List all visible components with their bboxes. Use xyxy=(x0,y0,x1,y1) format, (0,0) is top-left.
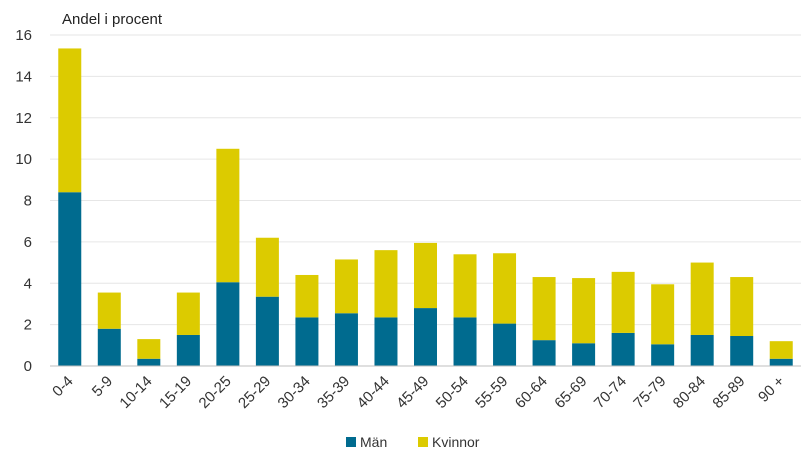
x-axis-ticks: 0-4 5-9 10-14 15-19 20-25 25-29 30-34 35-39 40-4… xyxy=(49,373,788,412)
x-tick-label: 30-34 xyxy=(275,373,314,412)
x-tick-label: 35-39 xyxy=(314,373,353,412)
x-tick-label: 10-14 xyxy=(116,373,155,412)
bar-kvinnor-2 xyxy=(137,339,161,359)
y-tick-label: 6 xyxy=(24,234,32,251)
bar-man-8 xyxy=(374,317,398,366)
bar-kvinnor-7 xyxy=(334,259,358,314)
legend-swatch xyxy=(418,437,428,447)
bar-kvinnor-4 xyxy=(216,148,240,283)
bar-man-7 xyxy=(334,313,358,366)
bar-kvinnor-6 xyxy=(295,274,319,318)
x-tick-label: 80-84 xyxy=(670,373,709,412)
gridlines xyxy=(50,34,801,326)
bar-man-12 xyxy=(532,340,556,366)
bar-man-1 xyxy=(97,328,121,366)
bar-man-11 xyxy=(493,323,517,366)
bar-kvinnor-1 xyxy=(97,292,121,329)
bar-man-18 xyxy=(769,358,793,366)
x-tick-label: 60-64 xyxy=(512,373,551,412)
x-tick-label: 70-74 xyxy=(591,373,630,412)
y-tick-label: 12 xyxy=(15,110,32,127)
bar-man-2 xyxy=(137,358,161,366)
y-tick-label: 2 xyxy=(24,317,32,334)
x-tick-label: 50-54 xyxy=(433,373,472,412)
legend-swatch xyxy=(346,437,356,447)
x-tick-label: 90 + xyxy=(755,373,788,406)
legend: Män Kvinnor xyxy=(346,434,480,450)
bar-man-4 xyxy=(216,282,240,366)
x-tick-label: 20-25 xyxy=(196,373,235,412)
x-tick-label: 5-9 xyxy=(89,373,116,400)
bar-kvinnor-13 xyxy=(572,278,596,344)
bar-man-9 xyxy=(414,308,437,366)
legend-label: Kvinnor xyxy=(432,434,480,450)
bar-man-6 xyxy=(295,317,319,366)
bar-kvinnor-11 xyxy=(493,253,517,324)
bar-man-14 xyxy=(611,332,635,366)
bar-kvinnor-12 xyxy=(532,277,556,341)
x-tick-label: 45-49 xyxy=(393,373,432,412)
x-tick-label: 55-59 xyxy=(472,373,511,412)
y-tick-label: 0 xyxy=(24,358,32,375)
x-tick-label: 75-79 xyxy=(630,373,669,412)
bar-man-0 xyxy=(58,192,82,366)
x-tick-label: 15-19 xyxy=(156,373,195,412)
bar-kvinnor-18 xyxy=(769,341,793,359)
bars xyxy=(58,48,793,366)
y-axis-ticks: 0 2 4 6 8 10 12 14 16 xyxy=(15,27,32,375)
bar-man-10 xyxy=(453,317,477,366)
bar-man-17 xyxy=(730,336,754,366)
y-tick-label: 4 xyxy=(24,275,32,292)
bar-kvinnor-5 xyxy=(255,237,279,297)
bar-kvinnor-0 xyxy=(58,48,82,193)
bar-kvinnor-14 xyxy=(611,271,635,333)
bar-man-13 xyxy=(572,343,596,366)
bar-man-15 xyxy=(651,344,675,366)
bar-man-3 xyxy=(176,334,200,366)
bar-kvinnor-15 xyxy=(651,284,675,345)
x-tick-label: 0-4 xyxy=(49,373,76,400)
bar-man-5 xyxy=(255,296,279,366)
bar-man-16 xyxy=(690,334,714,366)
x-tick-label: 25-29 xyxy=(235,373,274,412)
bar-kvinnor-17 xyxy=(730,277,754,337)
y-tick-label: 14 xyxy=(15,68,32,85)
x-tick-label: 65-69 xyxy=(551,373,590,412)
x-tick-label: 40-44 xyxy=(354,373,393,412)
bar-kvinnor-10 xyxy=(453,254,477,318)
x-tick-label: 85-89 xyxy=(709,373,748,412)
y-tick-label: 16 xyxy=(15,27,32,44)
y-tick-label: 8 xyxy=(24,193,32,210)
bar-kvinnor-9 xyxy=(414,242,437,309)
bar-kvinnor-16 xyxy=(690,262,714,335)
legend-label: Män xyxy=(360,434,387,450)
bar-kvinnor-3 xyxy=(176,292,200,335)
bar-kvinnor-8 xyxy=(374,250,398,318)
y-axis-label: Andel i procent xyxy=(62,11,163,28)
y-tick-label: 10 xyxy=(15,151,32,168)
